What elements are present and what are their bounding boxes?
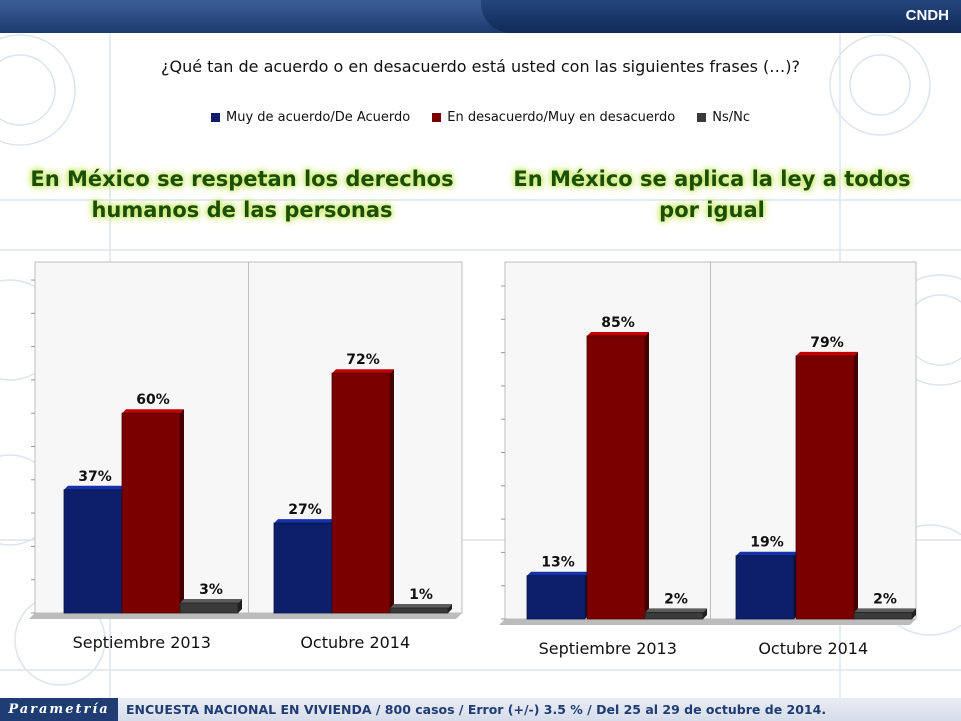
data-label: 60% <box>136 392 170 408</box>
data-label: 2% <box>873 591 897 607</box>
bar-face <box>63 489 123 614</box>
chart-left: 37% 60% 3% Septiembre 2013 27% 72% 1% Octubre 2… <box>29 261 463 652</box>
bar-side <box>703 608 707 619</box>
data-label: 2% <box>664 591 688 607</box>
bar <box>389 604 452 614</box>
bar <box>331 369 394 614</box>
chart-right-title: En México se aplica la ley a todos por i… <box>513 167 911 222</box>
category-label: Septiembre 2013 <box>73 633 211 652</box>
data-label: 19% <box>750 535 784 551</box>
category-label: Octubre 2014 <box>758 639 868 658</box>
data-label: 1% <box>409 587 433 603</box>
question-text: ¿Qué tan de acuerdo o en desacuerdo está… <box>161 57 800 76</box>
bar <box>273 519 336 614</box>
category-label: Septiembre 2013 <box>539 639 677 658</box>
bar-side <box>912 608 916 619</box>
legend-item-agree: Muy de acuerdo/De Acuerdo <box>211 110 410 125</box>
bar-face <box>121 412 181 614</box>
bar-side <box>645 331 649 619</box>
bar-top <box>854 608 916 613</box>
legend-swatch-nsnc <box>697 113 707 122</box>
data-label: 13% <box>541 555 575 571</box>
bar-top <box>64 485 126 490</box>
bar-top <box>332 369 394 374</box>
bar-top <box>587 331 649 336</box>
data-label: 79% <box>810 335 844 351</box>
bar-top <box>736 551 798 556</box>
bar-top <box>122 409 184 414</box>
bar-face <box>389 607 449 614</box>
bar-side <box>854 351 858 619</box>
bar-face <box>331 372 391 614</box>
bar-top <box>645 608 707 613</box>
chart-right: 13% 85% 2% Septiembre 2013 19% 79% 2% Octubre 2… <box>499 261 917 658</box>
bar <box>179 599 242 614</box>
brand-label: CNDH <box>905 7 949 24</box>
plot-floor <box>499 619 916 625</box>
bar-top <box>274 519 336 524</box>
bar-face <box>795 355 855 620</box>
data-label: 27% <box>288 502 322 518</box>
bar-side <box>390 369 394 613</box>
data-label: 3% <box>199 582 223 598</box>
bar <box>121 409 184 614</box>
data-label: 85% <box>601 315 635 331</box>
legend-item-nsnc: Ns/Nc <box>697 110 750 125</box>
footer-logo: Parametría <box>0 698 118 721</box>
header-bar: CNDH <box>0 0 961 33</box>
data-label: 37% <box>78 469 112 485</box>
bar <box>63 485 126 614</box>
bar-top <box>527 571 589 576</box>
bar-face <box>179 602 239 614</box>
bar-top <box>390 604 452 608</box>
bar <box>795 351 858 620</box>
bar <box>853 608 916 620</box>
chart-left-title: En México se respetan los derechos human… <box>30 167 454 222</box>
legend-label-disagree: En desacuerdo/Muy en desacuerdo <box>447 110 676 125</box>
bar-side <box>180 409 184 613</box>
bar-face <box>526 575 586 620</box>
bar-top <box>796 351 858 356</box>
bar-top <box>180 599 242 604</box>
legend-label-agree: Muy de acuerdo/De Acuerdo <box>226 110 411 125</box>
footer-note: ENCUESTA NACIONAL EN VIVIENDA / 800 caso… <box>126 702 827 717</box>
legend-swatch-agree <box>211 113 220 122</box>
header-tab <box>481 0 961 33</box>
bar-face <box>853 611 913 620</box>
bar <box>586 331 649 620</box>
plot-floor <box>29 613 462 619</box>
bar-face <box>273 522 333 614</box>
legend-item-disagree: En desacuerdo/Muy en desacuerdo <box>432 110 675 125</box>
bar <box>735 551 798 620</box>
legend-label-nsnc: Ns/Nc <box>712 110 750 125</box>
category-label: Octubre 2014 <box>300 633 410 652</box>
bar <box>526 571 589 620</box>
bar <box>644 608 707 620</box>
bar-face <box>735 555 795 620</box>
legend: Muy de acuerdo/De Acuerdo En desacuerdo/… <box>0 110 961 125</box>
footer-bar: Parametría ENCUESTA NACIONAL EN VIVIENDA… <box>0 698 961 721</box>
bar-side <box>238 599 242 613</box>
bar-face <box>644 611 704 620</box>
bar-side <box>448 604 452 613</box>
legend-swatch-disagree <box>432 113 442 122</box>
bar-face <box>586 335 646 620</box>
data-label: 72% <box>346 352 380 368</box>
